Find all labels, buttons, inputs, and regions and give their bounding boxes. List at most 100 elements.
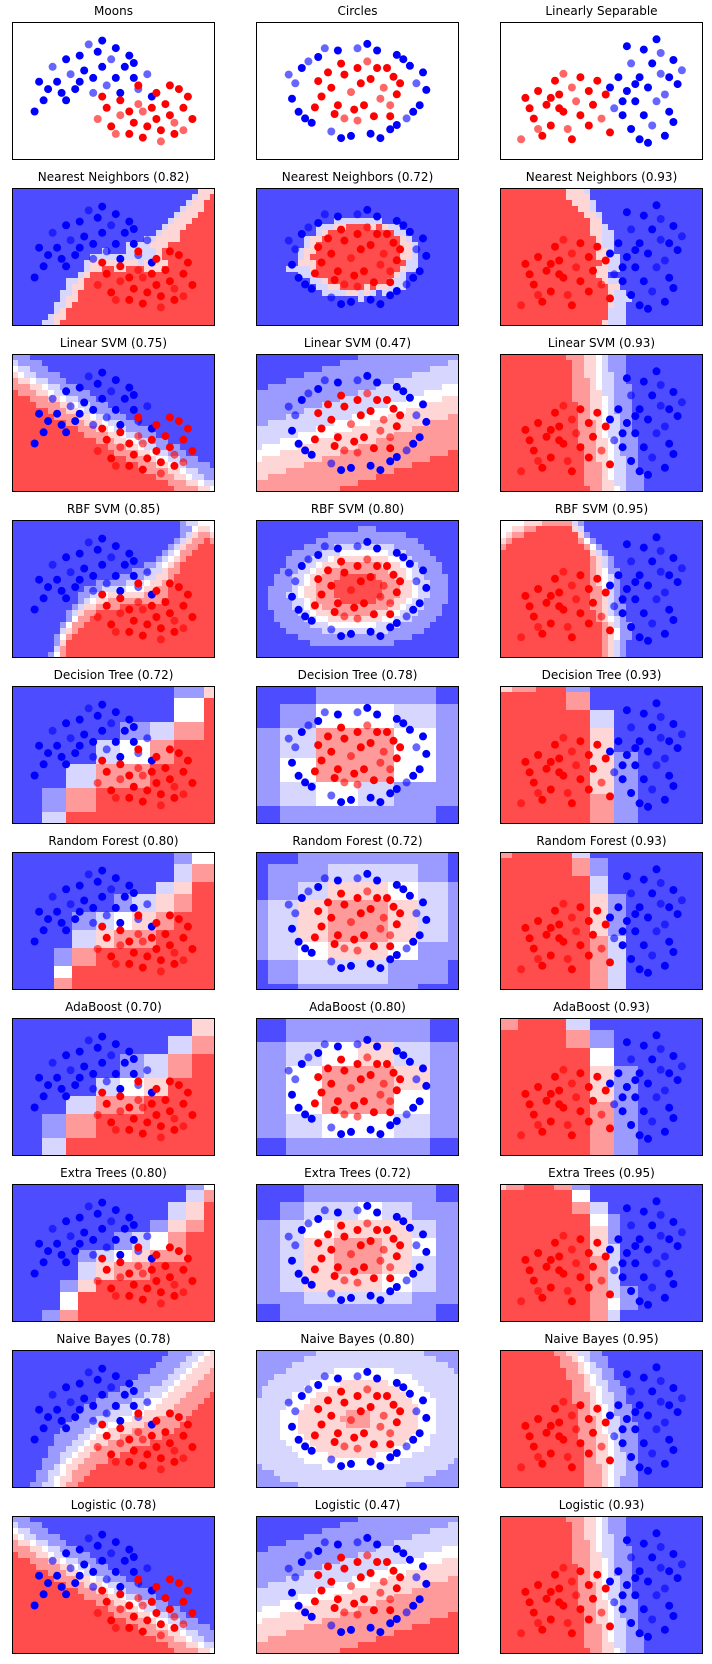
decision-region-cell <box>686 188 693 195</box>
decision-region-cell <box>24 302 31 309</box>
decision-region-cell <box>292 444 299 451</box>
decision-region-cell <box>174 290 181 297</box>
decision-region-cell <box>174 212 181 219</box>
data-point-blue <box>399 387 408 396</box>
data-point-red <box>340 236 349 245</box>
decision-region-cell <box>542 414 549 421</box>
data-point-red <box>107 122 116 131</box>
decision-region-cell <box>566 188 573 195</box>
decision-region-cell <box>656 372 663 379</box>
decision-region-cell <box>262 236 269 243</box>
decision-region-cell <box>286 390 293 397</box>
decision-region-cell <box>114 426 121 433</box>
decision-region-cell <box>626 432 633 439</box>
decision-region-cell <box>12 290 19 297</box>
decision-region-cell <box>12 236 19 243</box>
decision-region-cell <box>506 188 513 195</box>
data-point-blue <box>656 69 665 78</box>
decision-region-cell <box>204 438 211 445</box>
decision-region-cell <box>500 420 507 427</box>
decision-region-cell <box>620 450 627 457</box>
decision-region-cell <box>174 218 181 225</box>
decision-region-cell <box>436 354 443 361</box>
data-point-red <box>188 115 197 123</box>
decision-region-cell <box>36 456 43 463</box>
decision-region-cell <box>84 296 91 303</box>
decision-region-cell <box>334 320 341 326</box>
decision-region-cell <box>12 426 19 433</box>
decision-region-cell <box>506 194 513 201</box>
decision-region-cell <box>24 462 31 469</box>
decision-region-cell <box>644 296 651 303</box>
decision-region-cell <box>72 354 79 361</box>
decision-region-cell <box>138 486 145 492</box>
decision-region-cell <box>54 432 61 439</box>
decision-region-cell <box>54 230 61 237</box>
decision-region-cell <box>448 354 455 361</box>
decision-region-cell <box>400 456 407 463</box>
decision-region-cell <box>698 224 703 231</box>
decision-region-cell <box>90 384 97 391</box>
decision-region-cell <box>662 242 669 249</box>
decision-region-cell <box>632 188 639 195</box>
decision-region-cell <box>36 480 43 487</box>
decision-region-cell <box>698 302 703 309</box>
decision-region-cell <box>572 230 579 237</box>
data-point-red <box>165 111 174 120</box>
decision-region-cell <box>584 372 591 379</box>
decision-region-cell <box>204 194 211 201</box>
decision-region-cell <box>424 296 431 303</box>
decision-region-cell <box>620 242 627 249</box>
decision-region-cell <box>256 188 263 195</box>
decision-region-cell <box>680 426 687 433</box>
data-point-red <box>386 267 395 276</box>
data-point-red <box>156 458 165 467</box>
decision-region-cell <box>376 314 383 321</box>
decision-region-cell <box>626 438 633 445</box>
decision-region-cell <box>454 272 459 279</box>
decision-region-cell <box>12 354 19 361</box>
decision-region-cell <box>686 314 693 321</box>
data-point-blue <box>98 228 107 237</box>
decision-region-cell <box>268 272 275 279</box>
decision-region-cell <box>280 188 287 195</box>
decision-region-cell <box>292 372 299 379</box>
decision-region-cell <box>132 426 139 433</box>
decision-region-cell <box>30 200 37 207</box>
decision-region-cell <box>394 200 401 207</box>
decision-region-cell <box>364 402 371 409</box>
decision-region-cell <box>102 224 109 231</box>
decision-region-cell <box>274 260 281 267</box>
decision-region-cell <box>346 224 353 231</box>
decision-region-cell <box>388 366 395 373</box>
decision-region-cell <box>346 354 353 361</box>
decision-region-cell <box>614 396 621 403</box>
decision-region-cell <box>334 408 341 415</box>
data-point-blue <box>304 389 313 398</box>
decision-region-cell <box>316 248 323 255</box>
decision-region-cell <box>150 414 157 421</box>
decision-region-cell <box>518 360 525 367</box>
decision-region-cell <box>608 236 615 243</box>
decision-region-cell <box>430 314 437 321</box>
data-point-blue <box>98 368 107 377</box>
decision-region-cell <box>60 206 67 213</box>
decision-region-cell <box>36 462 43 469</box>
data-point-blue <box>419 68 427 77</box>
decision-region-cell <box>322 372 329 379</box>
decision-region-cell <box>84 486 91 492</box>
decision-region-cell <box>138 194 145 201</box>
decision-region-cell <box>66 366 73 373</box>
decision-region-cell <box>560 200 567 207</box>
decision-region-cell <box>36 474 43 481</box>
decision-region-cell <box>406 354 413 361</box>
decision-region-cell <box>72 230 79 237</box>
decision-region-cell <box>132 188 139 195</box>
decision-region-cell <box>210 284 215 291</box>
decision-region-cell <box>102 284 109 291</box>
decision-region-cell <box>596 314 603 321</box>
decision-region-cell <box>400 314 407 321</box>
decision-region-cell <box>340 396 347 403</box>
decision-region-cell <box>192 390 199 397</box>
decision-region-cell <box>400 236 407 243</box>
